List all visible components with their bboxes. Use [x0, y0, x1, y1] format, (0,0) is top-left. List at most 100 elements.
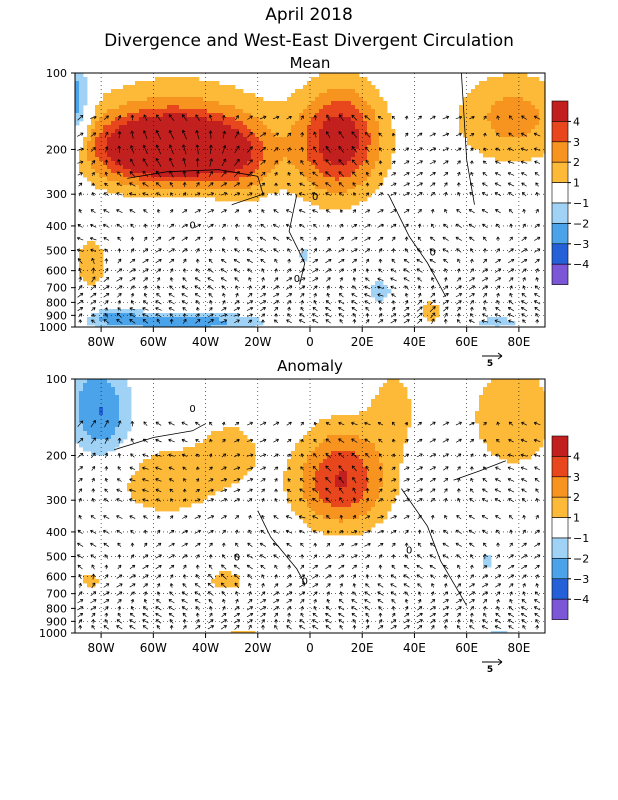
field-cell [539, 137, 544, 142]
field-cell [355, 189, 360, 194]
field-cell [335, 149, 340, 154]
field-cell [303, 447, 308, 452]
field-cell [199, 443, 204, 448]
field-cell [223, 177, 228, 182]
field-cell [75, 435, 80, 440]
field-cell [355, 193, 360, 198]
field-cell [191, 447, 196, 452]
wind-vector [220, 182, 228, 187]
field-cell [199, 149, 204, 154]
field-cell [335, 197, 340, 202]
field-cell [347, 439, 352, 444]
field-cell [291, 475, 296, 480]
field-cell [311, 447, 316, 452]
field-cell [299, 105, 304, 110]
field-cell [203, 81, 208, 86]
field-cell [375, 503, 380, 508]
field-cell [127, 137, 132, 142]
wind-vector [351, 131, 358, 138]
field-cell [95, 411, 100, 416]
field-cell [371, 109, 376, 114]
field-cell [95, 415, 100, 420]
field-cell [367, 411, 372, 416]
field-cell [259, 181, 264, 186]
field-cell [279, 177, 284, 182]
field-cell [483, 121, 488, 126]
field-cell [123, 317, 128, 322]
field-cell [463, 113, 468, 118]
field-cell [303, 125, 308, 130]
field-cell [379, 435, 384, 440]
field-cell [103, 403, 108, 408]
field-cell [199, 153, 204, 158]
field-cell [459, 109, 464, 114]
field-cell [335, 431, 340, 436]
field-cell [235, 479, 240, 484]
field-cell [179, 173, 184, 178]
field-cell [99, 121, 104, 126]
field-cell [203, 443, 208, 448]
field-cell [103, 137, 108, 142]
field-cell [107, 391, 112, 396]
field-cell [503, 81, 508, 86]
field-cell [531, 81, 536, 86]
field-cell [179, 157, 184, 162]
wind-vector [299, 223, 305, 228]
wind-vector [300, 115, 304, 120]
field-cell [183, 193, 188, 198]
field-cell [219, 93, 224, 98]
field-cell [227, 121, 232, 126]
field-cell [319, 133, 324, 138]
field-cell [187, 321, 192, 326]
y-tick-label: 500 [46, 245, 67, 258]
field-cell [207, 185, 212, 190]
field-cell [243, 113, 248, 118]
wind-vector [378, 268, 383, 273]
field-cell [119, 185, 124, 190]
field-cell [511, 73, 516, 78]
field-cell [275, 149, 280, 154]
field-cell [359, 419, 364, 424]
field-cell [355, 475, 360, 480]
field-cell [343, 463, 348, 468]
field-cell [99, 395, 104, 400]
field-cell [103, 431, 108, 436]
field-cell [239, 109, 244, 114]
field-cell [491, 125, 496, 130]
field-cell [359, 169, 364, 174]
field-cell [251, 197, 256, 202]
field-cell [323, 193, 328, 198]
field-cell [379, 141, 384, 146]
field-cell [219, 321, 224, 326]
field-cell [307, 185, 312, 190]
field-cell [143, 471, 148, 476]
field-cell [207, 125, 212, 130]
wind-vector [77, 147, 84, 151]
field-cell [211, 93, 216, 98]
field-cell [95, 185, 100, 190]
field-cell [315, 451, 320, 456]
field-cell [275, 177, 280, 182]
field-cell [199, 117, 204, 122]
field-cell [339, 169, 344, 174]
field-cell [135, 133, 140, 138]
wind-vector [89, 236, 97, 241]
field-cell [319, 129, 324, 134]
field-cell [95, 161, 100, 166]
field-cell [219, 177, 224, 182]
field-cell [119, 391, 124, 396]
shaded-field [75, 379, 546, 634]
field-cell [355, 511, 360, 516]
field-cell [75, 431, 80, 436]
wind-vector [495, 277, 502, 282]
field-cell [103, 411, 108, 416]
field-cell [215, 129, 220, 134]
field-cell [211, 133, 216, 138]
wind-vector [522, 319, 526, 324]
wind-vector [391, 236, 396, 242]
field-cell [235, 149, 240, 154]
field-cell [79, 273, 84, 278]
field-cell [359, 455, 364, 460]
field-cell [235, 161, 240, 166]
field-cell [83, 145, 88, 150]
